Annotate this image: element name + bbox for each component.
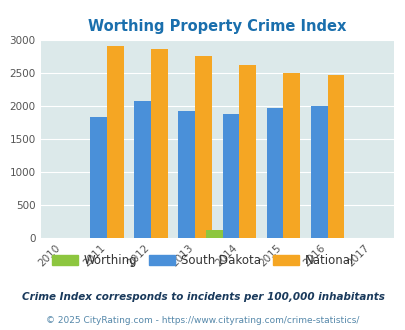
Bar <box>195 56 211 238</box>
Text: © 2025 CityRating.com - https://www.cityrating.com/crime-statistics/: © 2025 CityRating.com - https://www.city… <box>46 315 359 325</box>
Bar <box>239 65 256 238</box>
Bar <box>90 117 107 238</box>
Bar <box>178 111 195 238</box>
Bar <box>151 49 167 238</box>
Bar <box>283 73 299 238</box>
Bar <box>134 101 151 238</box>
Bar <box>205 230 222 238</box>
Bar <box>310 106 327 238</box>
Text: Crime Index corresponds to incidents per 100,000 inhabitants: Crime Index corresponds to incidents per… <box>21 292 384 302</box>
Bar <box>327 75 343 238</box>
Bar <box>266 108 283 238</box>
Bar <box>222 114 239 238</box>
Title: Worthing Property Crime Index: Worthing Property Crime Index <box>88 19 345 34</box>
Legend: Worthing, South Dakota, National: Worthing, South Dakota, National <box>47 249 358 272</box>
Bar <box>107 46 123 238</box>
